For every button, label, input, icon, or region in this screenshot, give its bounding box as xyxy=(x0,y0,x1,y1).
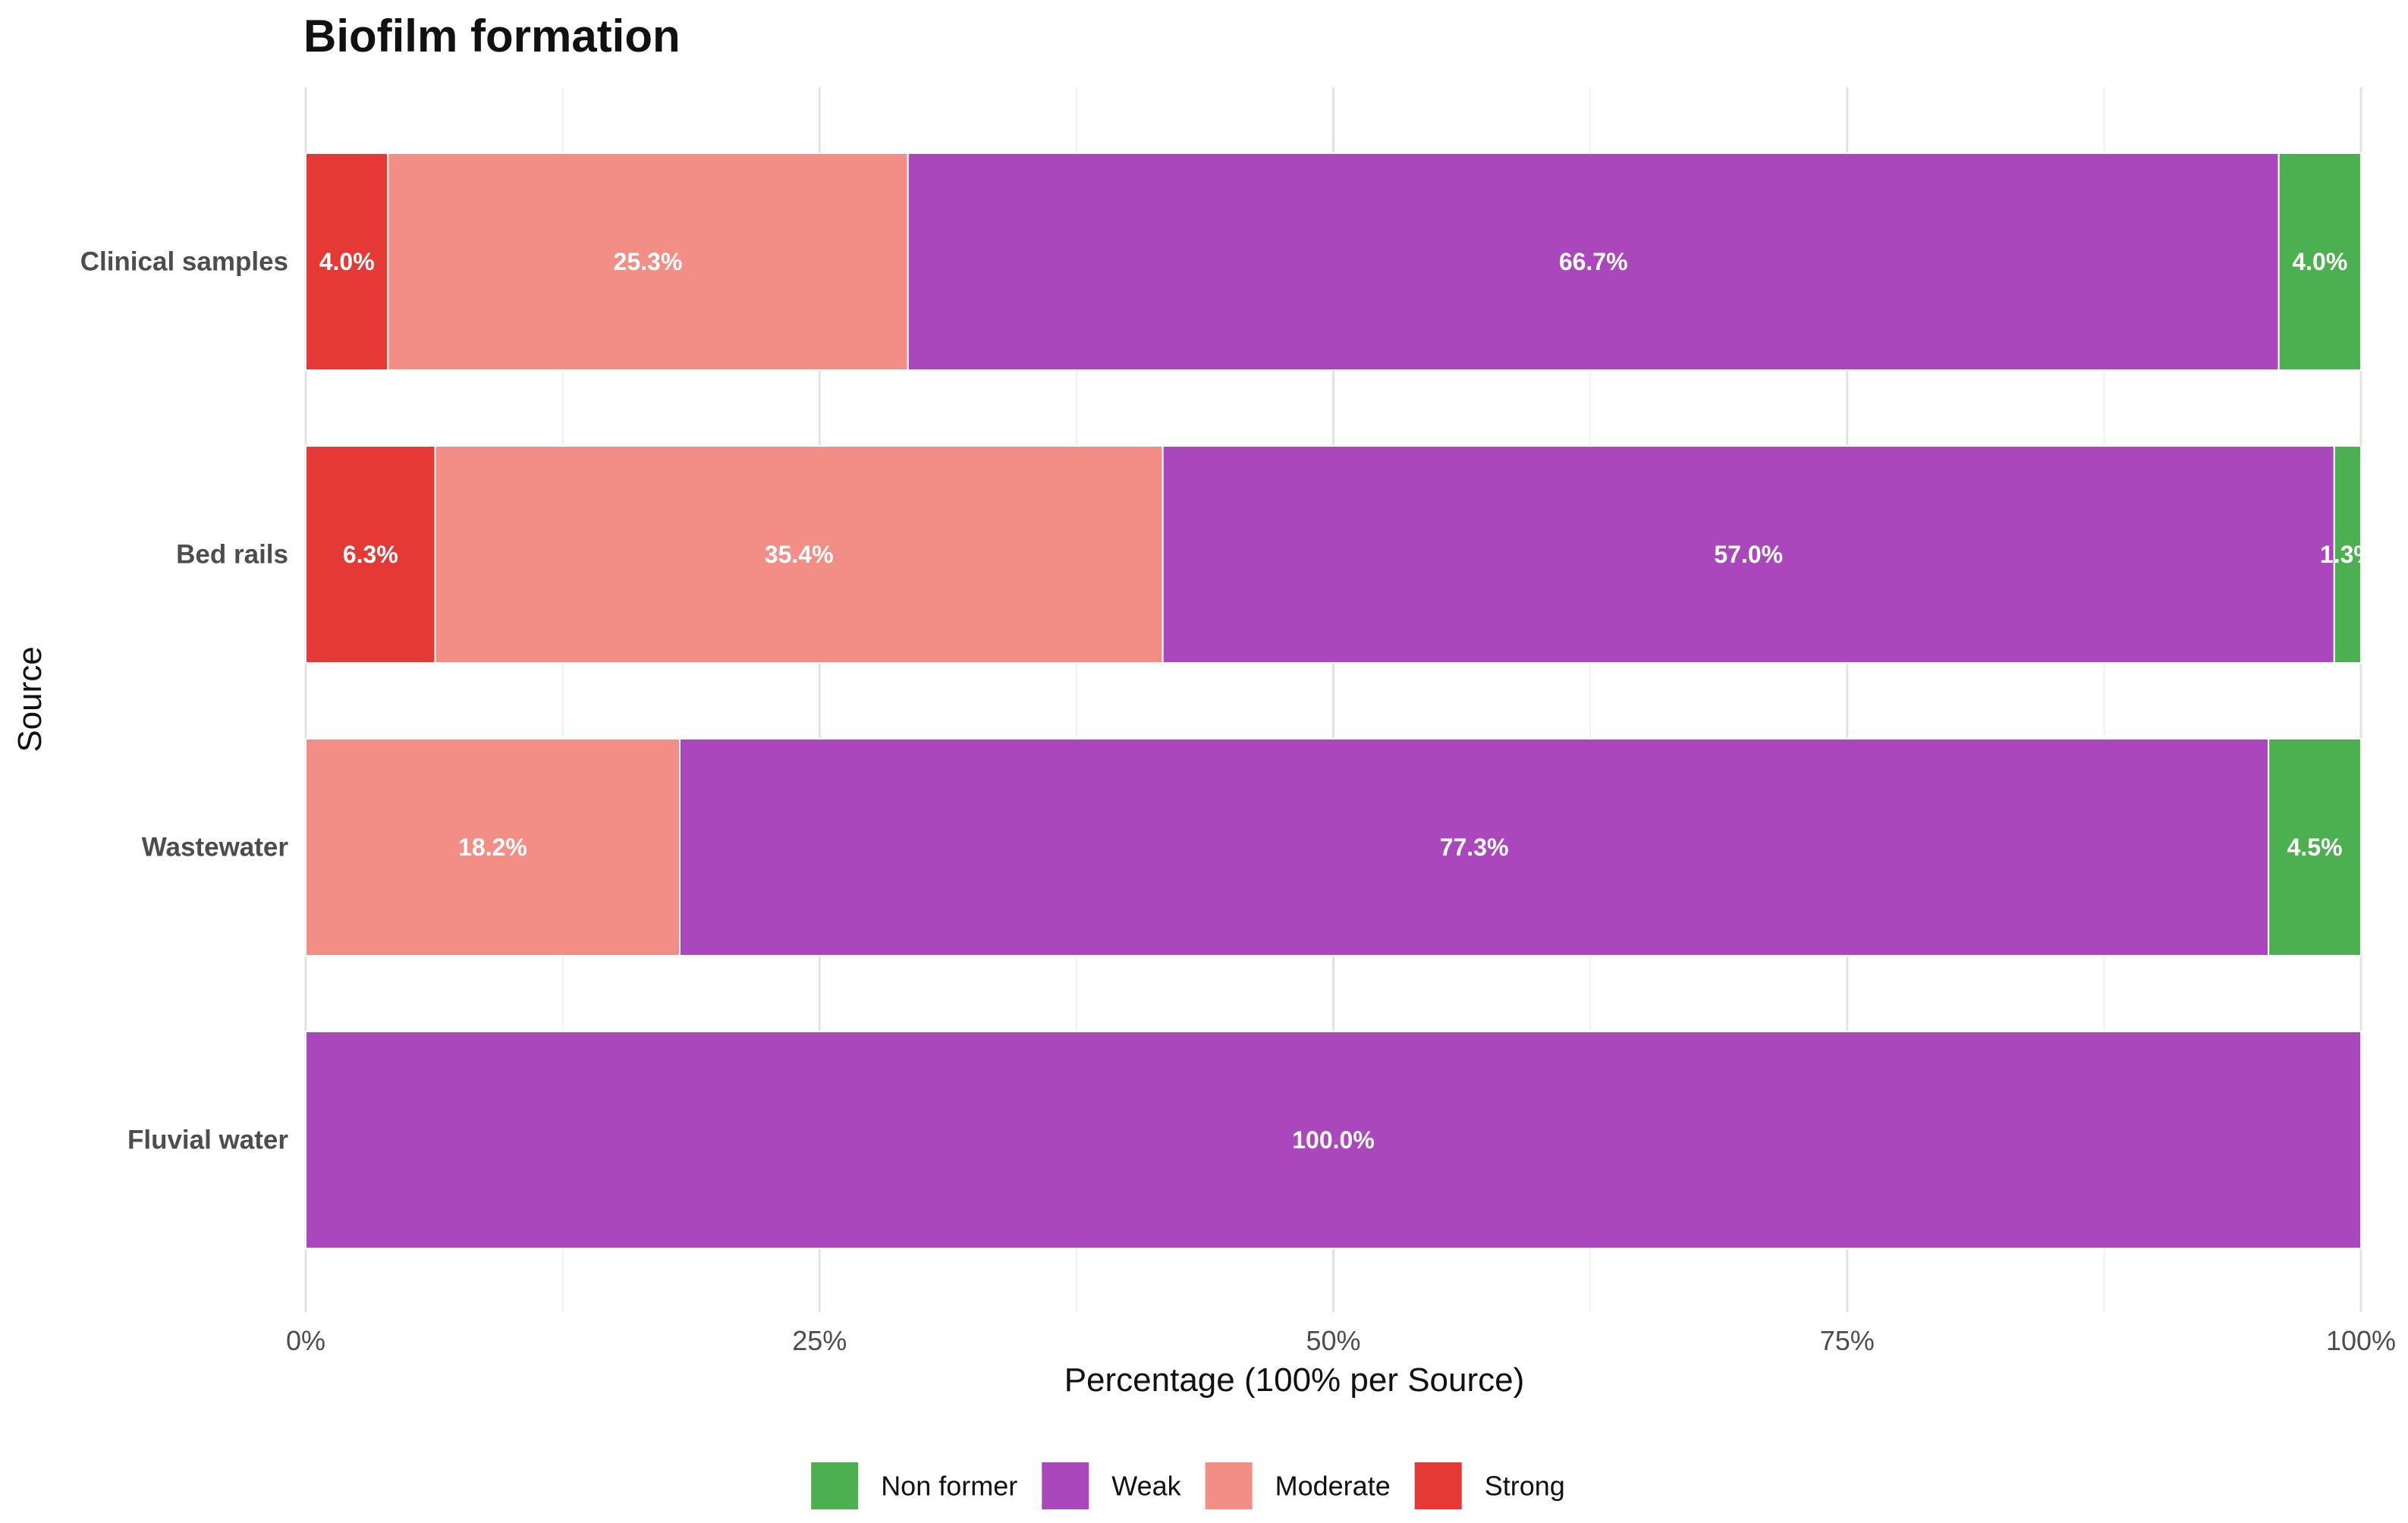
bar-segment xyxy=(2278,152,2362,371)
segment-value-label: 77.3% xyxy=(1440,834,1509,861)
segment-value-label: 100.0% xyxy=(1292,1126,1375,1154)
x-tick-labels: 0% 25% 50% 75% 100% xyxy=(286,1325,2396,1356)
bar-segment xyxy=(907,152,2280,371)
bar-segment xyxy=(434,445,1164,664)
bar-segment xyxy=(679,738,2270,956)
segment-labels: 4.0% 25.3% 66.7% 4.0% 6.3% 35.4% 57.0% 1.3% 18.2… xyxy=(319,248,2375,1154)
bar-segment xyxy=(2333,445,2362,664)
segment-value-label: 1.3% xyxy=(2320,541,2375,568)
legend: Non former Weak Moderate Strong xyxy=(811,1462,1565,1509)
segment-value-label: 57.0% xyxy=(1714,541,1783,568)
legend-label: Moderate xyxy=(1275,1471,1391,1502)
category-label: Fluvial water xyxy=(127,1126,288,1155)
x-tick-label: 75% xyxy=(1820,1325,1875,1356)
x-tick-label: 0% xyxy=(286,1325,325,1356)
x-tick-label: 50% xyxy=(1306,1325,1360,1356)
legend-key xyxy=(1042,1462,1089,1509)
segment-value-label: 66.7% xyxy=(1559,248,1628,275)
category-label: Wastewater xyxy=(142,833,289,862)
x-tick-label: 25% xyxy=(792,1325,847,1356)
category-label: Clinical samples xyxy=(80,247,288,277)
legend-label: Non former xyxy=(881,1471,1017,1502)
bar-segment xyxy=(305,738,681,956)
x-axis-title: Percentage (100% per Source) xyxy=(1064,1361,1525,1399)
bar-segment xyxy=(305,1031,2362,1249)
segment-value-label: 18.2% xyxy=(458,834,527,861)
segment-value-label: 25.3% xyxy=(614,248,683,275)
category-label: Bed rails xyxy=(176,540,288,570)
legend-label: Weak xyxy=(1111,1471,1181,1502)
x-tick-label: 100% xyxy=(2326,1325,2396,1356)
legend-key xyxy=(1205,1462,1253,1509)
segment-value-label: 4.5% xyxy=(2287,834,2343,861)
bar-segment xyxy=(1162,445,2335,664)
segment-value-label: 4.0% xyxy=(319,248,375,275)
legend-key xyxy=(1414,1462,1462,1509)
bar-segments xyxy=(305,152,2362,1249)
y-axis-title: Source xyxy=(11,646,49,752)
segment-value-label: 4.0% xyxy=(2292,248,2347,275)
segment-value-label: 35.4% xyxy=(765,541,834,568)
category-labels: Clinical samples Bed rails Wastewater Fluvi… xyxy=(80,247,289,1155)
segment-value-label: 6.3% xyxy=(343,541,398,568)
legend-key xyxy=(811,1462,859,1509)
bar-segment xyxy=(2268,738,2362,956)
bar-segment xyxy=(305,152,389,371)
bar-segment xyxy=(305,445,436,664)
chart-title: Biofilm formation xyxy=(303,11,681,61)
legend-label: Strong xyxy=(1485,1471,1565,1502)
bar-segment xyxy=(387,152,909,371)
